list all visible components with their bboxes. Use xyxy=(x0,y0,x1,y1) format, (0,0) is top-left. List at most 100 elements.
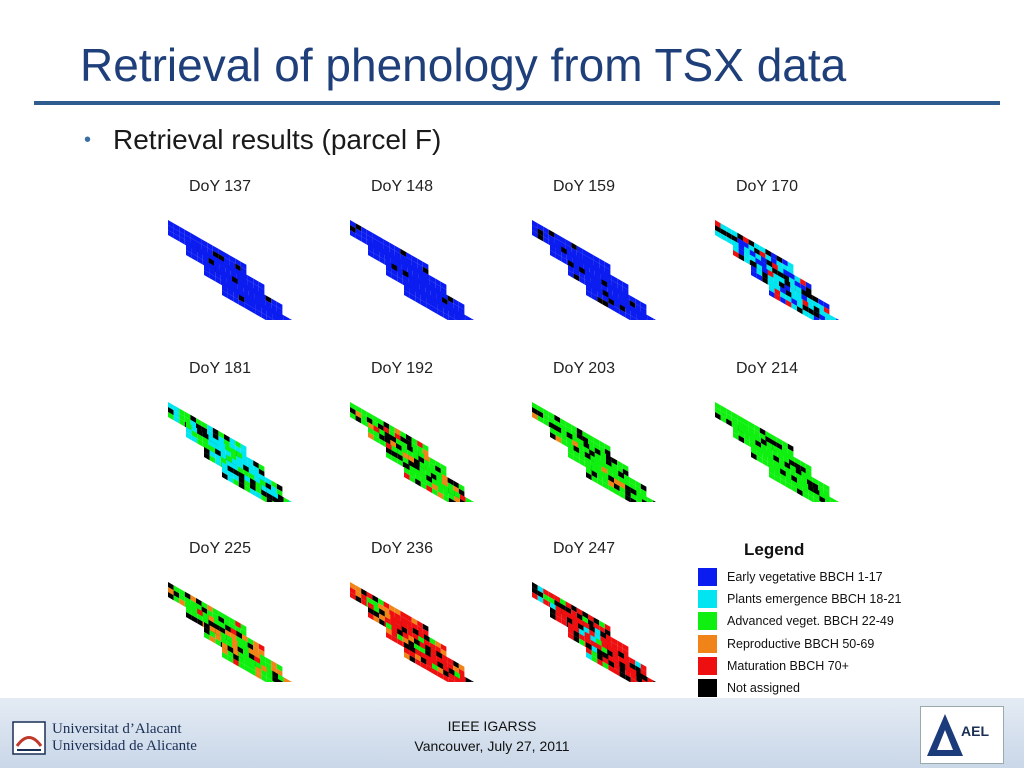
parcel-cell xyxy=(437,486,444,495)
parcel-cell xyxy=(630,497,637,502)
parcel-cell xyxy=(550,240,556,249)
parcel-cell xyxy=(412,452,419,461)
parcel-cell xyxy=(607,644,613,653)
parcel-cell xyxy=(386,452,392,461)
parcel-cell xyxy=(608,297,614,306)
parcel-cell xyxy=(596,463,602,472)
parcel-cell xyxy=(543,226,549,235)
parcel-cell xyxy=(780,468,786,477)
parcel-cell xyxy=(186,427,192,436)
parcel-cell xyxy=(642,312,648,320)
parcel-cell xyxy=(465,315,472,320)
parcel-cell xyxy=(408,272,414,281)
parcel-cell xyxy=(238,476,245,485)
parcel-cell xyxy=(201,244,208,253)
parcel-cell xyxy=(653,500,656,502)
parcel-cell xyxy=(191,610,198,619)
parcel-cell xyxy=(414,458,420,467)
parcel-cell xyxy=(808,489,814,498)
parcel-cell xyxy=(594,447,601,456)
parcel-cell xyxy=(404,467,410,476)
parcel-cell xyxy=(442,292,448,301)
parcel-cell xyxy=(224,434,230,443)
parcel-cell xyxy=(625,484,631,493)
parcel-cell xyxy=(748,239,755,248)
parcel-cell xyxy=(218,610,224,619)
parcel-cell xyxy=(805,463,812,472)
parcel-cell xyxy=(636,495,642,502)
parcel-cell xyxy=(617,645,623,654)
parcel-cell xyxy=(776,437,783,446)
parcel-cell xyxy=(422,266,429,275)
parcel-cell xyxy=(600,273,606,282)
parcel-cell xyxy=(537,228,544,237)
parcel-cell xyxy=(202,611,209,620)
parcel-cell xyxy=(591,475,598,484)
parcel-cell xyxy=(590,272,596,281)
parcel-cell xyxy=(807,297,813,306)
conference-info: IEEE IGARSS Vancouver, July 27, 2011 xyxy=(362,716,622,756)
parcel-cell xyxy=(733,432,739,441)
parcel-cell xyxy=(588,614,594,623)
parcel-cell xyxy=(173,223,180,232)
parcel-cell xyxy=(785,294,792,303)
parcel-cell xyxy=(744,428,750,437)
parcel-cell xyxy=(266,677,273,682)
parcel-cell xyxy=(744,246,750,255)
parcel-cell xyxy=(222,652,228,661)
parcel-cell xyxy=(458,483,465,492)
parcel-cell xyxy=(437,481,444,490)
parcel-cell xyxy=(776,442,783,451)
parcel-cell xyxy=(630,315,637,320)
parcel-cell xyxy=(426,474,432,483)
parcel-cell xyxy=(561,438,567,447)
parcel-cell xyxy=(765,248,771,257)
parcel-cell xyxy=(190,599,196,608)
parcel-cell xyxy=(802,481,809,490)
parcel-cell xyxy=(813,497,820,502)
parcel-cell xyxy=(800,278,806,287)
parcel-cell xyxy=(207,247,213,256)
parcel-cell xyxy=(618,650,624,659)
parcel-cell xyxy=(561,428,567,437)
parcel-cell xyxy=(782,440,788,449)
parcel-cell xyxy=(404,280,410,289)
parcel-cell xyxy=(629,300,636,309)
parcel-cell xyxy=(372,594,378,603)
parcel-cell xyxy=(630,492,637,501)
parcel-cell xyxy=(186,432,192,441)
parcel-cell xyxy=(208,434,214,443)
parcel-cell xyxy=(790,287,796,296)
parcel-cell xyxy=(222,647,228,656)
parcel-cell xyxy=(227,655,234,664)
parcel-cell xyxy=(808,484,814,493)
parcel-cell xyxy=(578,443,584,452)
parcel-cell xyxy=(207,604,213,613)
parcel-cell xyxy=(396,438,402,447)
parcel-cell xyxy=(601,641,608,650)
conference-name: IEEE IGARSS xyxy=(447,718,537,734)
parcel-cell xyxy=(447,657,454,666)
parcel-cell xyxy=(202,436,209,445)
parcel-cell xyxy=(424,639,430,648)
parcel-cell xyxy=(604,448,611,457)
parcel-cell xyxy=(429,280,436,289)
parcel-cell xyxy=(215,628,221,637)
parcel-cell xyxy=(208,619,214,628)
parcel-cell xyxy=(236,450,242,459)
parcel-cell xyxy=(424,277,430,286)
parcel-cell xyxy=(813,492,820,501)
parcel-cell xyxy=(594,452,601,461)
parcel-cell xyxy=(248,290,255,299)
parcel-cell xyxy=(453,665,459,674)
parcel-strip xyxy=(404,642,474,682)
parcel-cell xyxy=(606,277,612,286)
parcel-cell xyxy=(196,423,202,432)
parcel-cell xyxy=(720,405,727,414)
parcel-cell xyxy=(419,646,426,655)
parcel-cell xyxy=(471,318,474,320)
parcel-cell xyxy=(555,253,562,262)
parcel-cell xyxy=(611,457,618,466)
parcel-cell xyxy=(601,284,608,293)
parcel-cell xyxy=(443,664,449,673)
